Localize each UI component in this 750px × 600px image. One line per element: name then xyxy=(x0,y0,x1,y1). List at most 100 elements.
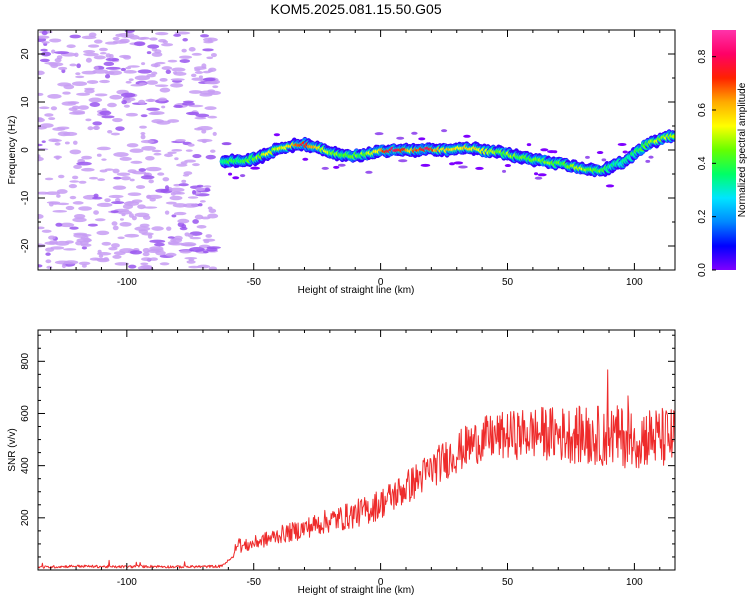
noise-speckle xyxy=(116,172,131,176)
noise-speckle xyxy=(138,168,147,172)
noise-speckle xyxy=(188,90,203,94)
noise-speckle xyxy=(58,66,68,71)
noise-speckle xyxy=(131,199,143,203)
noise-speckle xyxy=(165,69,172,74)
noise-speckle xyxy=(125,201,135,204)
ridge-sidelobe xyxy=(453,161,464,165)
noise-speckle xyxy=(194,116,207,120)
noise-speckle xyxy=(87,126,94,131)
noise-speckle xyxy=(56,202,70,206)
noise-speckle xyxy=(186,260,196,264)
noise-speckle xyxy=(96,202,113,208)
noise-speckle xyxy=(81,246,88,250)
noise-speckle xyxy=(203,239,210,244)
noise-speckle xyxy=(179,59,191,63)
noise-speckle xyxy=(40,123,54,128)
noise-speckle xyxy=(151,226,164,231)
noise-speckle xyxy=(38,156,44,162)
noise-speckle xyxy=(69,63,77,67)
noise-speckle xyxy=(192,219,199,224)
noise-speckle xyxy=(173,33,181,37)
noise-speckle xyxy=(123,104,130,108)
noise-speckle xyxy=(128,213,134,218)
noise-speckle xyxy=(145,156,155,161)
ridge-sidelobe xyxy=(441,129,448,133)
ridge-sidelobe xyxy=(475,166,484,170)
noise-speckle xyxy=(184,159,197,163)
ridge-sidelobe xyxy=(458,165,468,169)
ridge-sidelobe xyxy=(596,151,604,155)
noise-speckle xyxy=(48,62,64,67)
noise-speckle xyxy=(129,148,144,153)
spectrogram-x-label: Height of straight line (km) xyxy=(298,285,415,296)
x-tick-label: 100 xyxy=(626,277,643,288)
noise-speckle xyxy=(66,44,76,49)
noise-speckle xyxy=(202,77,216,82)
noise-speckle xyxy=(105,53,112,58)
noise-speckle xyxy=(120,92,136,98)
noise-speckle xyxy=(180,161,188,165)
noise-speckle xyxy=(75,72,81,76)
noise-speckle xyxy=(178,183,189,187)
ridge-sidelobe xyxy=(232,176,240,180)
noise-speckle xyxy=(48,235,56,240)
ridge-sidelobe xyxy=(365,170,373,174)
noise-speckle xyxy=(164,153,173,158)
noise-speckle xyxy=(149,246,164,251)
noise-speckle xyxy=(155,188,169,193)
noise-speckle xyxy=(149,198,156,202)
noise-speckle xyxy=(93,193,99,198)
noise-speckle xyxy=(183,203,199,208)
noise-speckle xyxy=(78,180,87,184)
noise-speckle xyxy=(202,70,211,74)
noise-speckle xyxy=(38,264,43,268)
noise-speckle xyxy=(172,203,188,208)
noise-speckle xyxy=(99,169,108,173)
noise-speckle xyxy=(191,77,204,81)
noise-speckle xyxy=(121,99,127,105)
y-tick-label: 800 xyxy=(20,353,31,370)
noise-speckle xyxy=(104,74,111,79)
noise-speckle xyxy=(148,179,154,184)
noise-speckle xyxy=(40,51,52,57)
noise-speckle xyxy=(161,105,166,109)
noise-speckle xyxy=(202,250,209,254)
x-tick-label: -100 xyxy=(117,577,137,588)
noise-speckle xyxy=(38,117,45,123)
noise-speckle xyxy=(119,156,132,161)
noise-speckle xyxy=(140,134,146,140)
x-tick-label: 50 xyxy=(502,577,514,588)
noise-speckle xyxy=(61,101,77,106)
noise-speckle xyxy=(86,80,99,84)
noise-speckle xyxy=(56,194,61,198)
noise-speckle xyxy=(167,59,178,63)
noise-speckle xyxy=(103,257,109,261)
noise-speckle xyxy=(159,262,170,266)
noise-speckle xyxy=(59,222,75,228)
noise-speckle xyxy=(142,267,150,270)
noise-speckle xyxy=(78,105,89,110)
noise-speckle xyxy=(71,175,79,180)
noise-speckle xyxy=(189,236,202,240)
snr-panel: -100 -50 0 50 100 200 400 600 800 Height of str… xyxy=(7,329,676,596)
x-tick-label: 50 xyxy=(502,277,514,288)
noise-speckles xyxy=(38,30,221,270)
noise-speckle xyxy=(103,61,115,67)
noise-speckle xyxy=(199,90,215,95)
noise-speckle xyxy=(75,75,85,79)
noise-speckle xyxy=(141,62,146,66)
ridge-sidelobe xyxy=(601,158,607,162)
x-tick-label: 0 xyxy=(378,277,384,288)
noise-speckle xyxy=(93,39,103,44)
noise-speckle xyxy=(111,243,120,248)
noise-speckle xyxy=(68,107,78,112)
noise-speckle xyxy=(148,112,161,115)
noise-speckle xyxy=(194,71,204,74)
noise-speckle xyxy=(55,222,63,227)
noise-speckle xyxy=(196,224,207,229)
noise-speckle xyxy=(188,104,204,108)
noise-speckle xyxy=(88,176,99,180)
noise-speckle xyxy=(112,40,128,44)
noise-speckle xyxy=(96,230,110,236)
noise-speckle xyxy=(199,200,206,203)
